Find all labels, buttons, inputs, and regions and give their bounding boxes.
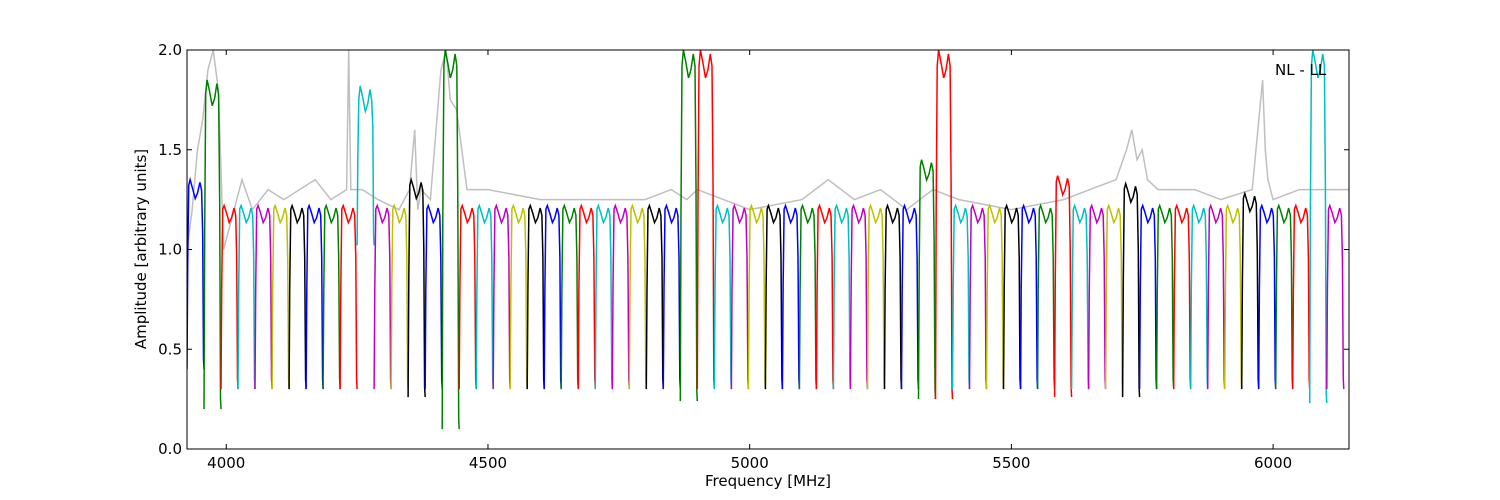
channel-trace — [764, 203, 784, 390]
channel-trace — [866, 203, 886, 390]
channel-trace — [1257, 203, 1277, 390]
channel-trace — [985, 203, 1005, 390]
channel-trace — [594, 203, 614, 390]
channel-trace — [271, 203, 290, 390]
channel-trace — [305, 203, 324, 390]
annotation-label: NL - LL — [1275, 61, 1327, 79]
channel-trace — [900, 203, 920, 390]
channel-trace — [747, 203, 767, 390]
y-axis-title: Amplitude [arbitrary units] — [132, 149, 150, 349]
channel-trace — [849, 203, 869, 390]
channel-trace — [373, 203, 392, 390]
channel-trace — [730, 203, 750, 390]
y-tick-label: 1.5 — [158, 141, 182, 159]
channel-trace — [1308, 50, 1328, 404]
channel-trace — [1155, 203, 1175, 390]
x-tick-label: 4500 — [469, 454, 507, 472]
channel-trace — [288, 203, 307, 390]
y-tick-label: 0.0 — [158, 440, 182, 458]
channel-trace — [526, 203, 545, 390]
channel-trace — [254, 203, 273, 390]
channel-trace — [696, 50, 716, 390]
x-tick-label: 4000 — [207, 454, 245, 472]
channel-trace — [781, 203, 801, 390]
channel-trace — [917, 159, 937, 400]
axis-ticks: 4000 4500 5000 5500 6000 0.0 0.5 1.0 1.5 2.0 — [158, 41, 1349, 472]
channel-trace — [628, 203, 648, 390]
channel-trace — [560, 203, 580, 390]
channel-trace — [339, 203, 358, 390]
background-trace — [187, 50, 1349, 250]
channel-trace — [679, 50, 699, 402]
channel-trace — [1053, 175, 1073, 398]
channel-trace — [187, 176, 205, 370]
channel-trace — [1291, 203, 1311, 390]
channel-trace — [1070, 203, 1090, 390]
channel-trace — [662, 203, 682, 390]
channel-trace — [356, 85, 375, 246]
channel-trace — [815, 203, 835, 390]
y-tick-label: 0.5 — [158, 340, 182, 358]
channel-trace — [1223, 203, 1243, 390]
channel-trace — [441, 50, 460, 430]
channel-trace — [407, 176, 426, 398]
channel-trace — [1326, 203, 1345, 390]
channel-trace — [203, 79, 222, 410]
channel-trace — [322, 203, 341, 390]
x-tick-label: 6000 — [1254, 454, 1292, 472]
channel-trace — [509, 203, 528, 390]
channel-trace — [798, 203, 818, 390]
x-axis-title: Frequency [MHz] — [705, 472, 831, 490]
channel-trace — [424, 203, 443, 390]
channel-trace — [1240, 191, 1260, 390]
channel-trace — [1138, 203, 1158, 390]
channel-trace — [1036, 203, 1056, 390]
x-tick-label: 5500 — [992, 454, 1030, 472]
channel-trace — [475, 203, 494, 390]
channel-trace — [237, 203, 256, 390]
channel-trace — [458, 203, 477, 390]
channel-trace — [611, 203, 631, 390]
channel-trace — [1104, 203, 1124, 390]
channel-trace — [1172, 203, 1192, 390]
channel-trace — [883, 203, 903, 390]
channel-trace — [1121, 180, 1141, 398]
channel-trace — [220, 203, 239, 390]
background-trace-layer — [187, 50, 1349, 250]
channel-trace — [1087, 203, 1107, 390]
channel-trace — [1206, 203, 1226, 390]
y-tick-label: 1.0 — [158, 241, 182, 259]
channel-trace — [1189, 203, 1209, 390]
channel-trace — [390, 203, 409, 390]
channel-trace — [577, 203, 597, 390]
channel-trace — [1274, 203, 1294, 390]
channel-trace — [713, 203, 733, 390]
channel-trace — [951, 203, 971, 390]
channel-trace — [1002, 203, 1022, 390]
channel-trace — [832, 203, 852, 390]
channel-trace — [1019, 203, 1039, 390]
channel-traces-layer — [187, 50, 1345, 430]
x-tick-label: 5000 — [731, 454, 769, 472]
y-tick-label: 2.0 — [158, 41, 182, 59]
channel-trace — [543, 203, 562, 390]
channel-trace — [492, 203, 511, 390]
channel-trace — [934, 50, 954, 400]
channel-trace — [645, 203, 665, 390]
channel-trace — [968, 203, 988, 390]
